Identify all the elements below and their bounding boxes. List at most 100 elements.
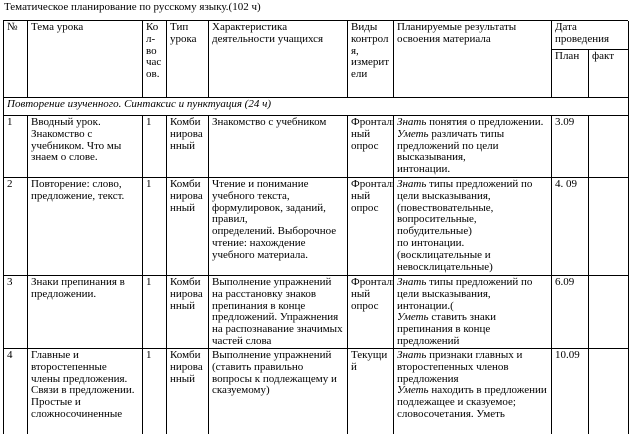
cell-line: по интонации. bbox=[397, 236, 465, 249]
cell-line: опрос bbox=[351, 299, 379, 312]
table-cell: Текущи й bbox=[348, 349, 394, 434]
cell-line: предложений bbox=[397, 334, 460, 347]
table: № Тема урока Ко л-во час ов. Тип урока Характери… bbox=[3, 20, 629, 434]
cell-line: 10.09 bbox=[555, 349, 580, 361]
table-cell bbox=[589, 276, 629, 349]
table-cell: Повторение: слово, предложение, текст. bbox=[28, 178, 143, 276]
text: типы предложений по bbox=[426, 276, 533, 288]
cell-line: невосклицательные) bbox=[397, 260, 493, 273]
cell-line: измерит bbox=[351, 56, 390, 69]
cell-line: цели высказывания, bbox=[397, 287, 491, 300]
cell-line: 2 bbox=[7, 178, 13, 190]
cell-line: сложносочиненные bbox=[31, 407, 123, 420]
table-cell: 2 bbox=[4, 178, 28, 276]
table-cell: 3.09 bbox=[552, 116, 589, 178]
cell-line: словосочетания. Уметь bbox=[397, 407, 505, 420]
cell-line: Знать понятия о предложении. bbox=[397, 116, 548, 129]
table-cell: Характеристика деятельности учащихся bbox=[209, 21, 348, 98]
cell-line: Знать типы предложений по bbox=[397, 276, 548, 289]
cell-line: Знакомство с bbox=[31, 127, 93, 140]
cell-line: Дата bbox=[555, 21, 577, 33]
cell-line: нный bbox=[170, 372, 196, 385]
cell-line: ный bbox=[351, 189, 371, 202]
cell-line: знаем о слове. bbox=[31, 151, 98, 164]
table-cell: Знать понятия о предложении. Уметь различ… bbox=[394, 116, 552, 178]
cell-line: Фронталь bbox=[351, 276, 394, 288]
cell-line: Комби bbox=[170, 116, 201, 128]
text: типы предложений по bbox=[426, 178, 533, 190]
cell-line: деятельности учащихся bbox=[212, 32, 324, 45]
cell-line: препинания в конце bbox=[212, 299, 306, 312]
cell-line: предложений по цели bbox=[397, 139, 499, 152]
text: понятия о предложении. bbox=[426, 116, 544, 128]
cell-line: Простые и bbox=[31, 396, 81, 409]
cell-line: нирова bbox=[170, 360, 203, 373]
table-cell: Выполнение упражнений (ставить правильно в… bbox=[209, 349, 348, 434]
cell-line: Выполнение упражнений bbox=[212, 276, 332, 288]
cell-line: высказывания, bbox=[397, 151, 466, 164]
cell-line: Виды bbox=[351, 21, 378, 33]
cell-line: вопросительные, bbox=[397, 213, 477, 226]
table-cell: 1 bbox=[4, 116, 28, 178]
table-cell: 4. 09 bbox=[552, 178, 589, 276]
table-cell: Виды контрол я, измерит ели bbox=[348, 21, 394, 98]
cell-line: Повторение изученного. Синтаксис и пункт… bbox=[7, 98, 272, 110]
table-cell: Комби нирова нный bbox=[167, 178, 209, 276]
cell-line: Уметь различать типы bbox=[397, 128, 548, 141]
cell-line: нный bbox=[170, 299, 196, 312]
table-cell: № bbox=[4, 21, 28, 98]
cell-line: нный bbox=[170, 139, 196, 152]
text: находить в предложении bbox=[428, 384, 547, 397]
table-cell: 1 bbox=[143, 276, 167, 349]
cell-line: Выполнение упражнений bbox=[212, 349, 332, 361]
cell-line: Комби bbox=[170, 349, 201, 361]
cell-line: опрос bbox=[351, 201, 379, 214]
cell-line: ели bbox=[351, 68, 368, 81]
cell-line: Планируемые результаты bbox=[397, 21, 517, 33]
cell-line: освоения материала bbox=[397, 32, 491, 45]
table-cell: Комби нирова нный bbox=[167, 276, 209, 349]
cell-line: предложений. Упражнения bbox=[212, 311, 339, 324]
cell-line: Уметь ставить знаки bbox=[397, 311, 548, 324]
table-cell: Дата проведения bbox=[552, 21, 629, 50]
table-cell: 1 bbox=[143, 116, 167, 178]
cell-line: 4 bbox=[7, 349, 13, 361]
cell-line: я, bbox=[351, 44, 359, 57]
cell-line: Знаки препинания в bbox=[31, 276, 125, 288]
table-cell: Знать типы предложений по цели высказыван… bbox=[394, 276, 552, 349]
cell-line: частей слова bbox=[212, 334, 272, 347]
cell-line: Знать признаки главных и bbox=[397, 349, 548, 362]
cell-line: второстепенных членов bbox=[397, 360, 509, 373]
cell-line: предложение, текст. bbox=[31, 189, 125, 202]
emphasis: Знать bbox=[397, 276, 427, 288]
cell-line: (восклицательные и bbox=[397, 248, 491, 261]
emphasis: Знать bbox=[397, 178, 427, 190]
emphasis: Знать bbox=[397, 116, 427, 128]
cell-line: 1 bbox=[7, 116, 13, 128]
table-cell: Фронталь ный опрос bbox=[348, 116, 394, 178]
cell-line: предложении. bbox=[31, 287, 97, 300]
cell-line: нный bbox=[170, 201, 196, 214]
cell-line: ный bbox=[351, 127, 371, 140]
table-cell: Чтение и понимание учебного текста, формул… bbox=[209, 178, 348, 276]
cell-line: Знакомство с учебником bbox=[212, 116, 327, 128]
cell-line: План bbox=[555, 50, 580, 62]
cell-line: ный bbox=[351, 287, 371, 300]
cell-line: второстепенные bbox=[31, 360, 107, 373]
table-cell: Тема урока bbox=[28, 21, 143, 98]
table-cell: Знать признаки главных и второстепенных ч… bbox=[394, 349, 552, 434]
cell-line: 6.09 bbox=[555, 276, 575, 288]
text: признаки главных и bbox=[426, 349, 523, 361]
cell-line: интонации. bbox=[397, 163, 451, 176]
table-cell: Повторение изученного. Синтаксис и пункт… bbox=[4, 98, 629, 116]
cell-line: нирова bbox=[170, 127, 203, 140]
table-cell: 3 bbox=[4, 276, 28, 349]
cell-line: во bbox=[146, 44, 157, 57]
cell-line: й bbox=[351, 360, 357, 373]
table-cell bbox=[589, 349, 629, 434]
cell-line: 4. 09 bbox=[555, 178, 577, 190]
cell-line: час bbox=[146, 56, 162, 69]
cell-line: ов. bbox=[146, 68, 160, 81]
cell-line: Уметь находить в предложении bbox=[397, 384, 548, 397]
